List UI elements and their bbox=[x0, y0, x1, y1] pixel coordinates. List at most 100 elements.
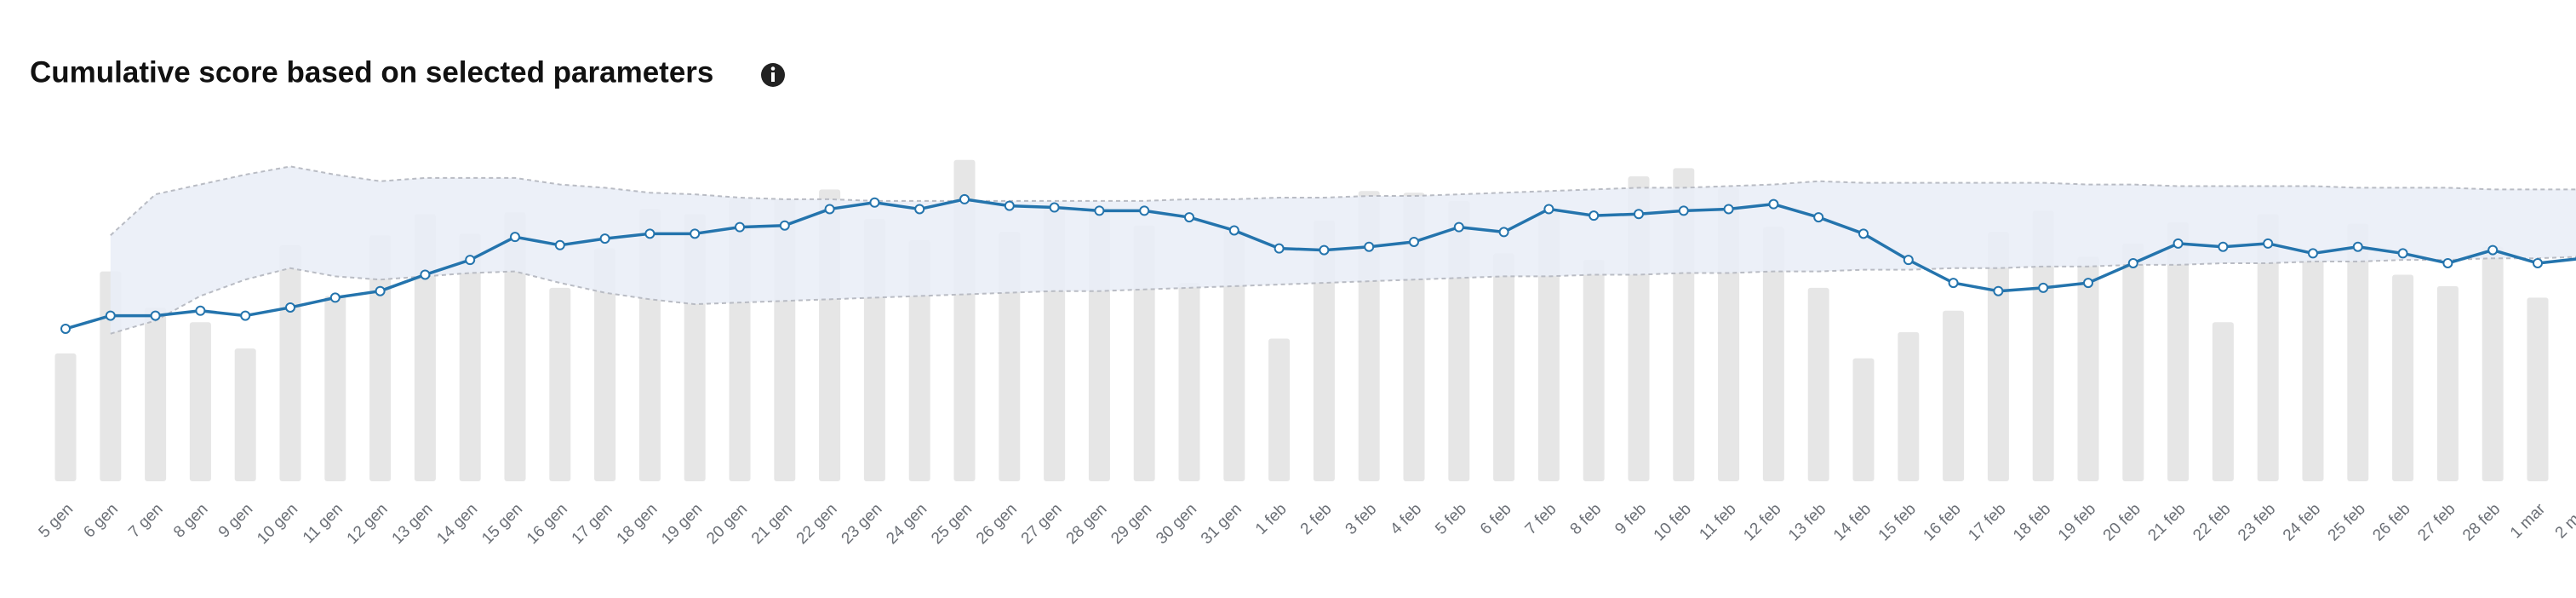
line-point bbox=[2397, 248, 2408, 259]
line-point bbox=[2487, 244, 2499, 256]
bar bbox=[2302, 260, 2324, 481]
bar bbox=[1987, 232, 2009, 481]
x-tick-label: 26 gen bbox=[973, 500, 1021, 548]
line-point bbox=[2352, 241, 2363, 252]
x-tick-label: 12 gen bbox=[344, 500, 392, 548]
x-tick-label: 17 feb bbox=[1965, 500, 2009, 544]
info-icon-stem bbox=[771, 72, 775, 82]
line-point bbox=[1049, 202, 1060, 213]
x-tick-label: 8 gen bbox=[170, 500, 211, 541]
line-point bbox=[2263, 238, 2274, 249]
line-point bbox=[1903, 255, 1914, 266]
x-tick-label: 13 feb bbox=[1785, 500, 1829, 544]
x-tick-label: 19 feb bbox=[2055, 500, 2099, 544]
bar bbox=[594, 248, 616, 481]
x-tick-label: 2 mar bbox=[2552, 500, 2576, 543]
line-point bbox=[1364, 241, 1375, 252]
bar bbox=[2482, 246, 2504, 481]
bar bbox=[324, 296, 346, 481]
line-point bbox=[375, 285, 386, 296]
bar bbox=[459, 233, 481, 481]
bar bbox=[2212, 322, 2234, 481]
line-point bbox=[1993, 285, 2004, 296]
bar bbox=[1493, 253, 1515, 481]
x-tick-label: 31 gen bbox=[1198, 500, 1245, 548]
line-point bbox=[1274, 243, 1285, 254]
line-point bbox=[329, 292, 341, 303]
line-point bbox=[240, 310, 251, 321]
bar bbox=[1268, 338, 1291, 481]
line-point bbox=[644, 228, 655, 239]
x-tick-label: 18 gen bbox=[614, 500, 661, 548]
x-tick-label: 20 feb bbox=[2100, 500, 2144, 544]
x-tick-label: 16 feb bbox=[1920, 500, 1964, 544]
line-point bbox=[2038, 282, 2049, 293]
x-tick-label: 27 gen bbox=[1018, 500, 1066, 548]
line-point bbox=[2127, 257, 2138, 268]
bar bbox=[549, 287, 571, 481]
line-point bbox=[824, 204, 835, 215]
line-point bbox=[465, 255, 476, 266]
line-point bbox=[1813, 212, 1824, 223]
x-tick-label: 29 gen bbox=[1108, 500, 1155, 548]
line-point bbox=[2533, 257, 2543, 268]
bar bbox=[1537, 210, 1560, 481]
x-tick-label: 16 gen bbox=[524, 500, 571, 548]
line-point bbox=[510, 232, 520, 243]
line-point bbox=[1589, 210, 1600, 221]
line-point bbox=[690, 228, 701, 239]
x-tick-label: 30 gen bbox=[1153, 500, 1200, 548]
line-point bbox=[959, 193, 970, 204]
x-tick-label: 18 feb bbox=[2010, 500, 2054, 544]
x-tick-label: 7 gen bbox=[125, 500, 166, 541]
x-tick-label: 1 mar bbox=[2507, 500, 2550, 543]
bar bbox=[369, 235, 392, 481]
x-tick-label: 3 feb bbox=[1342, 500, 1381, 538]
x-tick-label: 5 feb bbox=[1432, 500, 1470, 538]
line-point bbox=[2172, 238, 2184, 249]
bar bbox=[2392, 274, 2414, 481]
x-tick-label: 24 gen bbox=[883, 500, 930, 548]
line-point bbox=[599, 233, 610, 244]
bar bbox=[504, 212, 526, 482]
x-tick-label: 28 gen bbox=[1063, 500, 1111, 548]
bar bbox=[2122, 243, 2144, 481]
x-tick-label: 19 gen bbox=[658, 500, 706, 548]
bar bbox=[2167, 221, 2190, 481]
bar bbox=[145, 307, 167, 481]
x-tick-label: 22 feb bbox=[2190, 500, 2234, 544]
x-tick-label: 10 gen bbox=[254, 500, 301, 548]
bar bbox=[1943, 310, 1965, 481]
line-point bbox=[420, 269, 431, 280]
x-tick-label: 5 gen bbox=[36, 500, 77, 541]
chart-title: Cumulative score based on selected param… bbox=[30, 55, 713, 89]
x-tick-label: 6 gen bbox=[80, 500, 121, 541]
x-tick-label: 23 gen bbox=[839, 500, 886, 548]
bar bbox=[2032, 210, 2054, 481]
band-upper-line bbox=[110, 165, 2576, 236]
x-tick-label: 21 gen bbox=[748, 500, 796, 548]
line-point bbox=[1453, 221, 1464, 233]
x-tick-label: 8 feb bbox=[1567, 500, 1606, 538]
bar bbox=[2257, 214, 2279, 481]
line-point bbox=[1409, 236, 1419, 247]
line-point bbox=[1319, 244, 1330, 256]
bar bbox=[1223, 230, 1245, 481]
line-point bbox=[735, 221, 745, 233]
x-tick-label: 24 feb bbox=[2280, 500, 2324, 544]
bar bbox=[1852, 358, 1875, 481]
x-tick-label: 14 gen bbox=[433, 500, 481, 548]
bar bbox=[1898, 331, 1920, 481]
bar bbox=[908, 240, 930, 481]
line-point bbox=[1634, 209, 1644, 220]
x-tick-label: 15 feb bbox=[1875, 500, 1920, 544]
bar bbox=[414, 214, 436, 481]
x-tick-label: 23 feb bbox=[2235, 500, 2279, 544]
x-tick-label: 25 feb bbox=[2325, 500, 2369, 544]
x-tick-label: 21 feb bbox=[2144, 500, 2189, 544]
info-icon[interactable] bbox=[761, 63, 785, 87]
x-tick-label: 9 gen bbox=[215, 500, 256, 541]
line-point bbox=[1228, 225, 1239, 236]
x-tick-label: 14 feb bbox=[1830, 500, 1875, 544]
